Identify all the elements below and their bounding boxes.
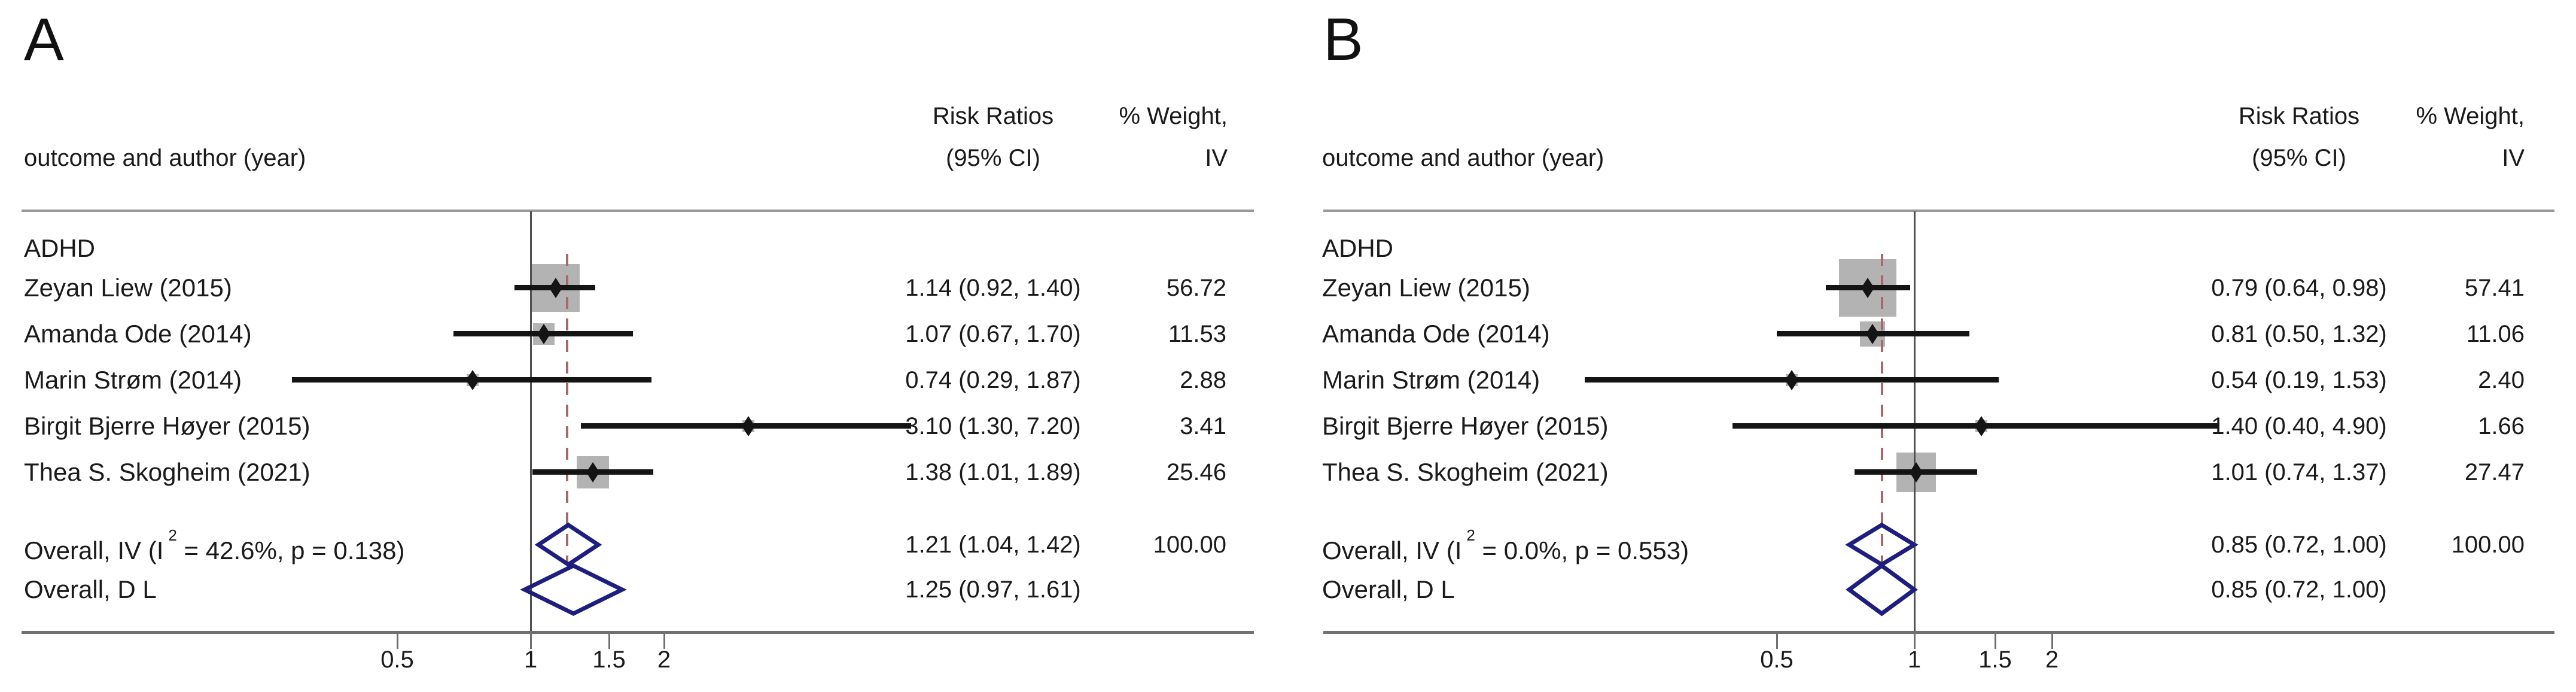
study-label: Thea S. Skogheim (2021)	[24, 458, 310, 486]
axis-tick	[530, 633, 532, 649]
axis-tick-label: 1	[1907, 647, 1922, 673]
point-estimate-marker	[1866, 324, 1879, 344]
point-estimate-marker	[537, 324, 550, 344]
study-label: Thea S. Skogheim (2021)	[1322, 458, 1609, 486]
panel-b-null-line	[1914, 211, 1916, 632]
axis-tick	[397, 633, 398, 649]
group-label: ADHD	[1322, 234, 1394, 262]
pooled-diamond-iv	[1845, 522, 1919, 567]
rr-value: 0.81 (0.50, 1.32)	[2211, 321, 2387, 347]
study-label: Marin Strøm (2014)	[24, 366, 242, 394]
weight-value: 2.88	[1180, 367, 1226, 393]
rr-value: 0.74 (0.29, 1.87)	[905, 367, 1081, 393]
weight-value: 2.40	[2478, 367, 2525, 393]
point-estimate-marker	[1975, 416, 1988, 436]
weight-value: 11.06	[2466, 321, 2525, 347]
panel-b-axis-line	[1323, 631, 2554, 634]
panel-a-null-line	[530, 211, 532, 632]
overall-dl-label: Overall, D L	[1322, 575, 1455, 603]
panel-a-pooled-dashed-line	[566, 254, 568, 565]
panel-a-weight-header-line1: % Weight,	[1119, 103, 1228, 129]
overall-iv-label: Overall, IV (I2 = 42.6%, p = 0.138)	[24, 526, 405, 564]
overall-iv-weight-value: 100.00	[1153, 532, 1226, 558]
overall-dl-label: Overall, D L	[24, 575, 157, 603]
axis-tick	[1776, 633, 1778, 649]
weight-value: 25.46	[1166, 459, 1226, 485]
panel-a-rr-header-line2: (95% CI)	[946, 145, 1040, 171]
panel-b-pooled-dashed-line	[1881, 254, 1883, 565]
weight-value: 27.47	[2464, 459, 2525, 485]
study-label: Birgit Bjerre Høyer (2015)	[24, 412, 310, 440]
weight-value: 1.66	[2478, 413, 2525, 439]
overall-iv-weight-value: 100.00	[2451, 532, 2525, 558]
study-label: Birgit Bjerre Høyer (2015)	[1322, 412, 1609, 440]
axis-tick-label: 2	[2045, 647, 2059, 673]
panel-b-label: B	[1323, 6, 1363, 73]
weight-value: 11.53	[1168, 321, 1226, 347]
panel-a-rr-header-line1: Risk Ratios	[932, 103, 1054, 129]
axis-tick-label: 1.5	[1978, 647, 2012, 673]
rr-value: 1.07 (0.67, 1.70)	[905, 321, 1081, 347]
rr-value: 1.14 (0.92, 1.40)	[905, 275, 1081, 301]
axis-tick-label: 1.5	[592, 647, 626, 673]
rr-value: 1.40 (0.40, 4.90)	[2211, 413, 2387, 439]
axis-tick	[1995, 633, 1996, 649]
overall-dl-rr-value: 1.25 (0.97, 1.61)	[905, 576, 1081, 603]
point-estimate-marker	[586, 462, 599, 482]
point-estimate-marker	[742, 416, 755, 436]
panel-a-axis-line	[22, 631, 1254, 634]
panel-a-outcome-column-header: outcome and author (year)	[24, 145, 306, 171]
study-label: Zeyan Liew (2015)	[24, 274, 232, 302]
panel-b-weight-header-line1: % Weight,	[2416, 103, 2525, 129]
axis-tick	[663, 633, 665, 649]
overall-dl-rr-value: 0.85 (0.72, 1.00)	[2211, 576, 2387, 603]
axis-tick	[1914, 633, 1916, 649]
panel-a-header-rule	[22, 210, 1254, 212]
overall-iv-label: Overall, IV (I2 = 0.0%, p = 0.553)	[1322, 526, 1689, 564]
weight-value: 56.72	[1166, 275, 1226, 301]
axis-tick-label: 2	[657, 647, 671, 673]
panel-b-outcome-column-header: outcome and author (year)	[1322, 145, 1604, 171]
axis-tick	[608, 633, 610, 649]
axis-tick-label: 1	[523, 647, 538, 673]
point-estimate-marker	[549, 278, 562, 298]
group-label: ADHD	[24, 234, 96, 262]
weight-value: 3.41	[1180, 413, 1226, 439]
pooled-diamond-iv	[534, 522, 602, 567]
panel-a-label: A	[24, 6, 64, 73]
study-label: Marin Strøm (2014)	[1322, 366, 1540, 394]
point-estimate-marker	[1785, 370, 1798, 390]
axis-tick-label: 0.5	[380, 647, 414, 673]
study-label: Amanda Ode (2014)	[24, 320, 252, 348]
weight-value: 57.41	[2464, 275, 2525, 301]
overall-iv-rr-value: 1.21 (1.04, 1.42)	[905, 532, 1081, 558]
panel-a-weight-header-line2: IV	[1205, 145, 1228, 171]
pooled-diamond-dl	[1846, 563, 1918, 617]
study-label: Amanda Ode (2014)	[1322, 320, 1550, 348]
axis-tick-label: 0.5	[1760, 647, 1794, 673]
panel-b-rr-header-line1: Risk Ratios	[2238, 103, 2360, 129]
study-label: Zeyan Liew (2015)	[1322, 274, 1530, 302]
panel-b-header-rule	[1323, 210, 2554, 212]
axis-tick	[2051, 633, 2053, 649]
rr-value: 0.54 (0.19, 1.53)	[2211, 367, 2387, 393]
pooled-diamond-dl	[520, 563, 627, 616]
point-estimate-marker	[466, 370, 479, 390]
rr-value: 3.10 (1.30, 7.20)	[905, 413, 1081, 439]
panel-b-weight-header-line2: IV	[2502, 145, 2525, 171]
rr-value: 1.38 (1.01, 1.89)	[905, 459, 1081, 485]
rr-value: 1.01 (0.74, 1.37)	[2211, 459, 2387, 485]
point-estimate-marker	[1861, 278, 1874, 298]
panel-b-rr-header-line2: (95% CI)	[2252, 145, 2346, 171]
overall-iv-rr-value: 0.85 (0.72, 1.00)	[2211, 532, 2387, 558]
point-estimate-marker	[1910, 462, 1923, 482]
rr-value: 0.79 (0.64, 0.98)	[2211, 275, 2387, 301]
